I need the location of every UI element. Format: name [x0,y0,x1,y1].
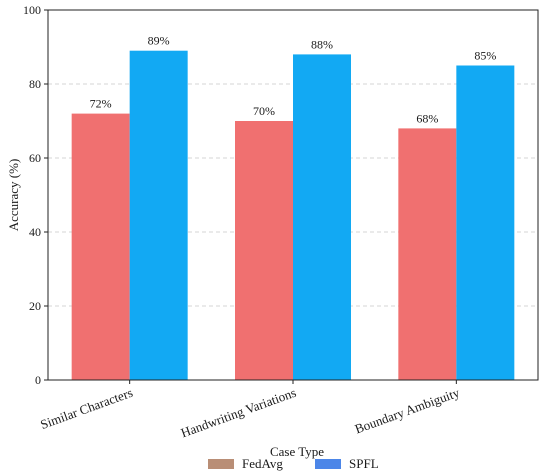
bar-spfl-2 [456,65,515,380]
x-tick-label-1: Handwriting Variations [179,385,298,441]
y-tick-label-100: 100 [23,3,41,17]
data-label-fedavg-2: 68% [416,111,438,125]
data-label-spfl-1: 88% [311,37,333,51]
y-tick-label-40: 40 [29,225,41,239]
y-axis-label: Accuracy (%) [6,159,21,232]
x-tick-label-2: Boundary Ambiguity [353,385,462,437]
x-tick-label-0: Similar Characters [38,385,134,432]
bar-fedavg-0 [71,113,130,380]
data-label-fedavg-1: 70% [253,104,275,118]
bar-spfl-0 [129,50,188,380]
x-axis-ticks: Similar Characters Handwriting Variations… [38,380,462,440]
data-label-spfl-0: 89% [148,34,170,48]
x-axis-label: Case Type [270,444,324,459]
data-labels: 72% 89% 70% 88% 68% 85% [90,34,497,126]
data-label-spfl-2: 85% [474,49,496,63]
bar-spfl-1 [293,54,351,381]
y-tick-label-0: 0 [35,373,41,387]
legend-swatch-fedavg [208,459,234,469]
bar-fedavg-2 [398,128,457,380]
legend-label-spfl: SPFL [349,456,379,471]
y-tick-label-80: 80 [29,77,41,91]
data-label-fedavg-0: 72% [90,97,112,111]
y-tick-label-20: 20 [29,299,41,313]
legend-label-fedavg: FedAvg [242,456,283,471]
bar-fedavg-1 [235,121,293,380]
y-axis-ticks: 0 20 40 60 80 100 [23,3,48,387]
legend: FedAvg SPFL [208,456,379,471]
legend-swatch-spfl [315,459,341,469]
y-tick-label-60: 60 [29,151,41,165]
bars [71,50,515,381]
